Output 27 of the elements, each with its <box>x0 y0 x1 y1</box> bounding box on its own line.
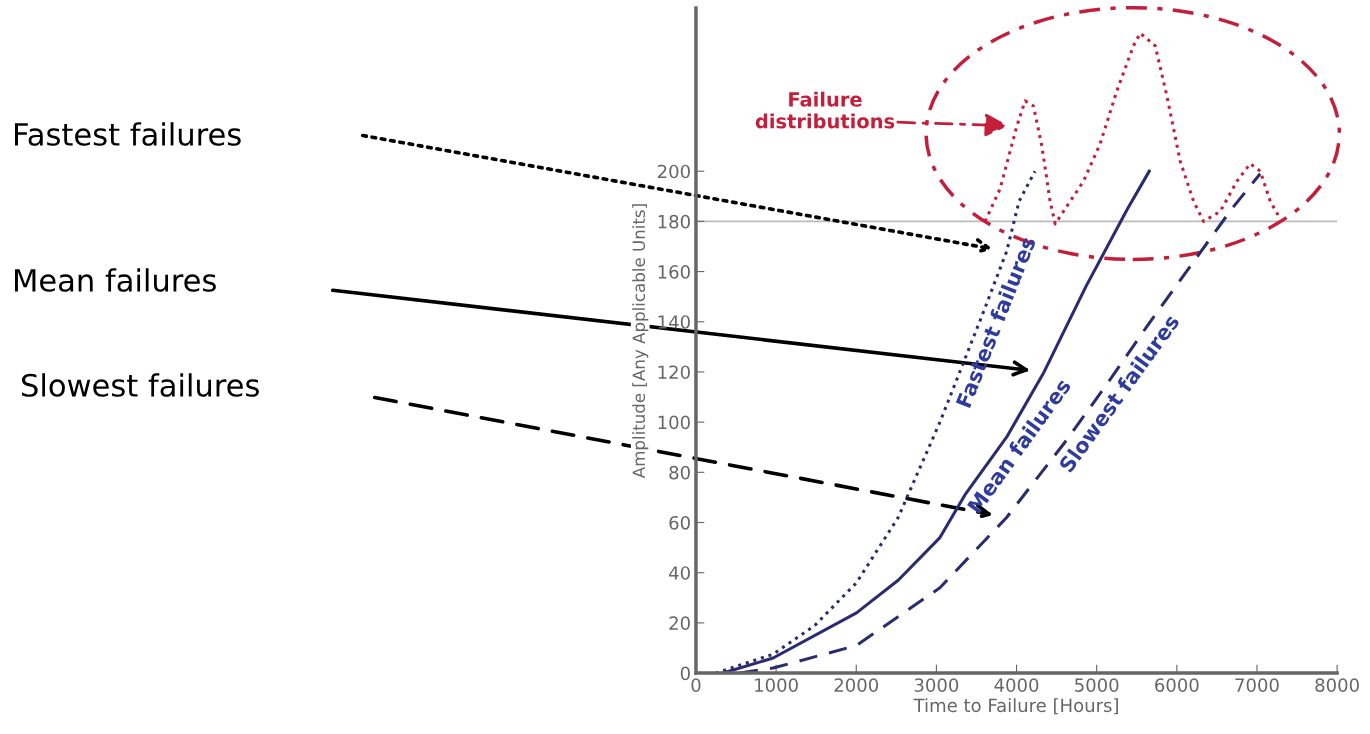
x-tick-label: 2000 <box>834 678 879 692</box>
y-tick-label: 160 <box>658 265 690 279</box>
y-tick-label: 20 <box>669 616 690 631</box>
annotation: Failure distributions <box>755 91 895 129</box>
y-tick-label: 180 <box>658 214 690 229</box>
y-tick-label: 40 <box>669 566 690 580</box>
y-tick-label: 0 <box>680 666 690 681</box>
y-tick-label: 140 <box>658 315 690 329</box>
x-tick-label: 7000 <box>1235 678 1279 692</box>
x-tick-label: 6000 <box>1155 678 1199 692</box>
x-axis-title: Time to Failure [Hours] <box>913 698 1118 715</box>
y-tick-label: 200 <box>657 164 690 179</box>
x-tick-label: 8000 <box>1315 678 1359 692</box>
x-tick-label: 1000 <box>755 678 798 692</box>
y-axis-title: Amplitude [Any Applicable Units] <box>632 204 649 479</box>
text: Mean failures <box>15 268 216 292</box>
x-tick-label: 5000 <box>1075 678 1119 692</box>
x-tick-label: 0 <box>691 678 701 692</box>
y-tick-label: 100 <box>658 415 690 430</box>
line-series <box>983 31 1282 226</box>
text: Slowest failures <box>22 373 259 397</box>
y-tick-label: 120 <box>658 365 690 380</box>
y-tick-label: 60 <box>669 515 690 530</box>
x-tick-label: 3000 <box>914 678 959 692</box>
x-tick-label: 4000 <box>994 678 1039 692</box>
y-tick-label: 80 <box>669 465 690 480</box>
text: Fastest failures <box>15 122 241 146</box>
